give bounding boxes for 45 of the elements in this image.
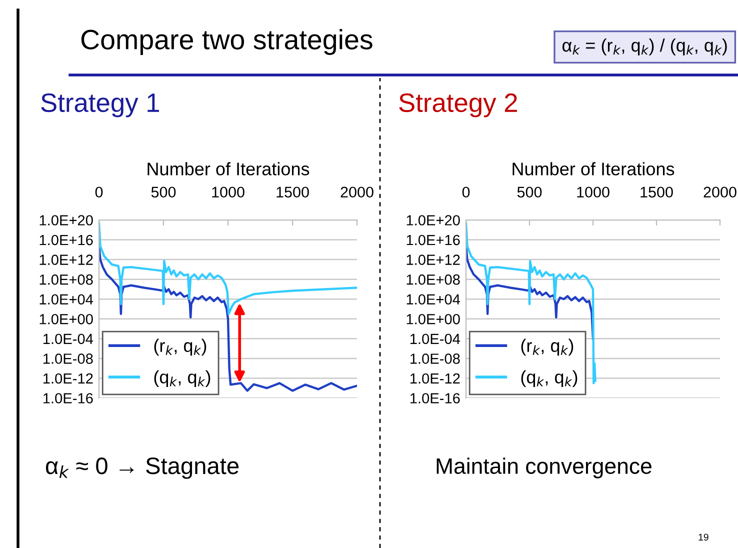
x-tick-label: 2000 — [704, 186, 736, 198]
x-axis-title: Number of Iterations — [512, 162, 674, 176]
y-tick-label: 1.0E-08 — [43, 354, 93, 364]
y-tick-label: 1.0E-16 — [410, 393, 460, 404]
x-tick-label: 500 — [517, 186, 542, 198]
y-tick-label: 1.0E+04 — [40, 294, 94, 305]
text: 19 — [698, 534, 708, 541]
x-tick-label: 1500 — [276, 186, 309, 198]
y-tick-label: 1.0E+12 — [406, 254, 460, 265]
x-tick-label: 500 — [151, 186, 176, 198]
y-tick-label: 1.0E+16 — [40, 234, 93, 246]
text: α$_{k}$ ≈ 0 → Stagnate — [46, 458, 239, 479]
y-tick-label: 1.0E+08 — [40, 274, 93, 285]
y-tick-label: 1.0E+08 — [406, 274, 460, 285]
legend-label: (q$_{k}$, q$_{k}$) — [521, 370, 578, 388]
y-tick-label: 1.0E+16 — [406, 234, 460, 246]
x-tick-label: 1000 — [212, 186, 244, 198]
y-tick-label: 1.0E+00 — [40, 314, 93, 324]
x-tick-label: 2000 — [340, 186, 374, 198]
x-tick-label: 1000 — [577, 186, 610, 198]
chart-title: Strategy 2 — [399, 93, 517, 118]
text: Compare two strategies — [81, 29, 372, 55]
chart-title: Strategy 1 — [41, 93, 159, 118]
text: Maintain convergence — [436, 458, 652, 478]
legend-label: (q$_{k}$, q$_{k}$) — [154, 370, 210, 388]
line-series — [99, 245, 357, 392]
x-axis-title: Number of Iterations — [148, 162, 310, 176]
y-tick-label: 1.0E-16 — [43, 393, 93, 404]
legend-label: (r$_{k}$, q$_{k}$) — [521, 338, 574, 356]
y-tick-label: 1.0E-12 — [410, 373, 460, 384]
y-tick-label: 1.0E+20 — [40, 215, 93, 226]
y-tick-label: 1.0E-04 — [410, 334, 460, 344]
y-tick-label: 1.0E-04 — [43, 334, 94, 344]
y-tick-label: 1.0E+12 — [40, 254, 93, 265]
x-tick-label: 1500 — [640, 186, 673, 198]
y-tick-label: 1.0E+04 — [406, 294, 460, 305]
text: α$_{k}$ = (r$_{k}$, q$_{k}$) / (q$_{k}$, q$_{k}$) — [562, 38, 727, 56]
y-tick-label: 1.0E-08 — [410, 354, 460, 364]
y-tick-label: 1.0E-12 — [43, 373, 93, 384]
line-series — [99, 222, 357, 316]
legend-label: (r$_{k}$, q$_{k}$) — [154, 338, 206, 356]
y-tick-label: 1.0E+20 — [406, 215, 460, 226]
y-tick-label: 1.0E+00 — [406, 314, 460, 324]
x-tick-label: 0 — [462, 186, 470, 198]
x-tick-label: 0 — [95, 186, 103, 198]
